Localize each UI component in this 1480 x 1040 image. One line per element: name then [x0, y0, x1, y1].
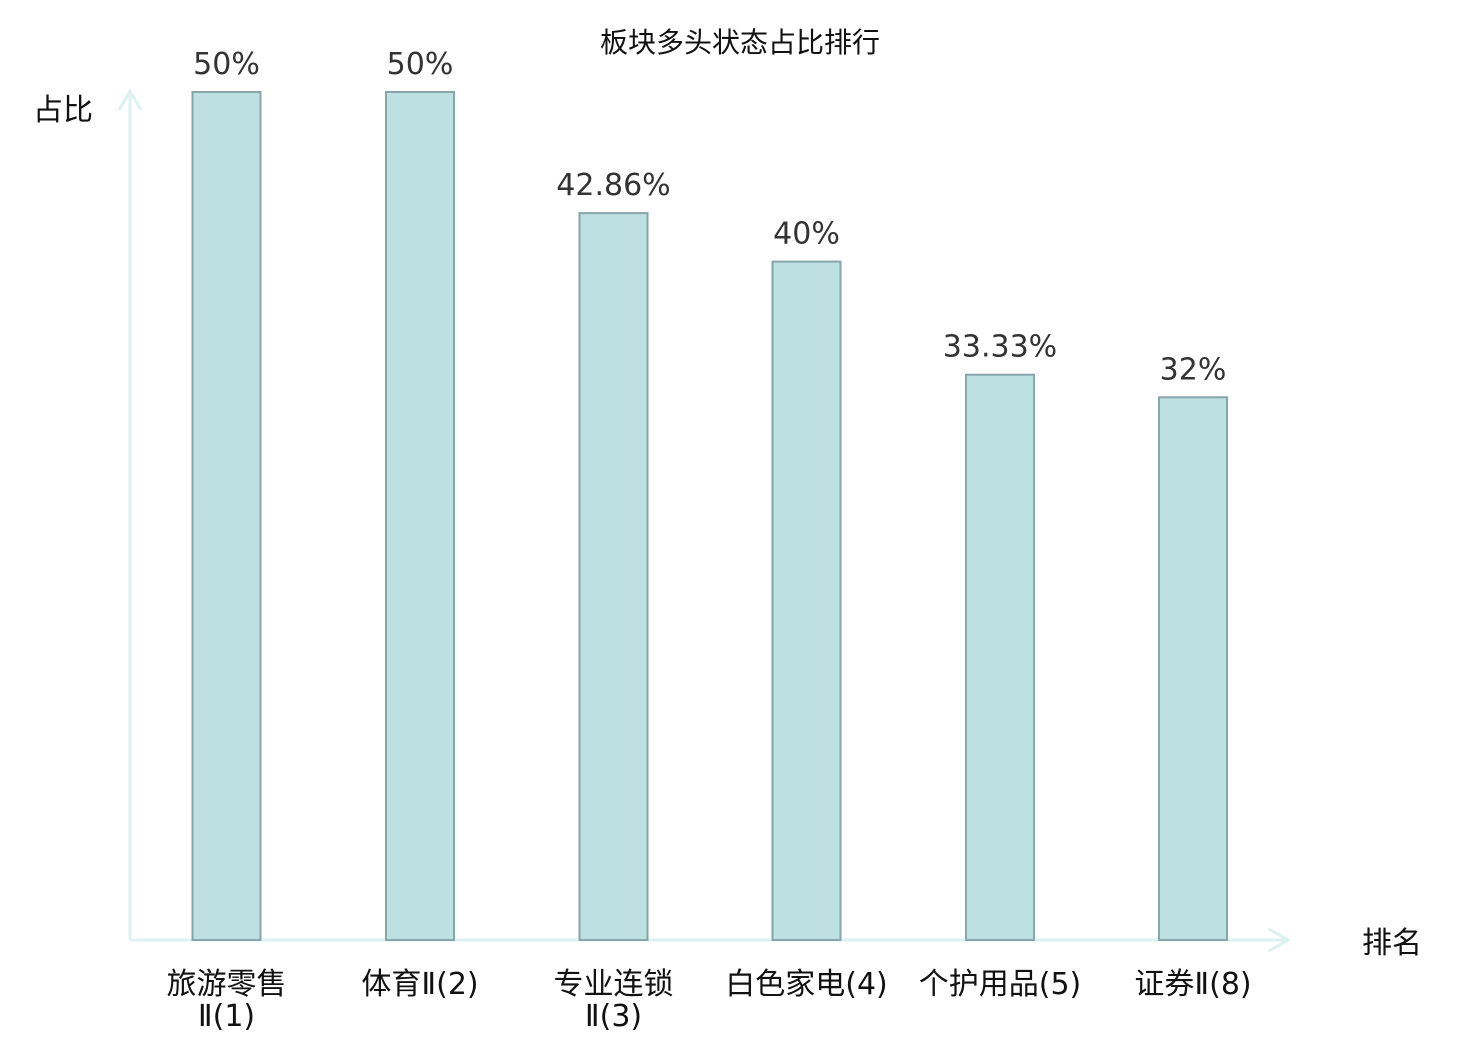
y-axis-arrow: [117, 88, 143, 111]
value-label: 33.33%: [943, 330, 1057, 365]
value-label: 40%: [773, 217, 840, 252]
value-label: 50%: [387, 47, 454, 82]
category-label: 旅游零售: [167, 967, 287, 1002]
category-label: 体育Ⅱ(2): [361, 967, 478, 1002]
x-axis-arrow: [1268, 927, 1291, 953]
bar: [771, 260, 842, 942]
value-label: 42.86%: [556, 168, 670, 203]
category-label: 个护用品(5): [919, 967, 1082, 1002]
bar: [1158, 396, 1228, 941]
bar: [578, 212, 649, 941]
bars-group: [191, 91, 1228, 942]
bar: [191, 91, 262, 941]
value-label: 50%: [193, 47, 260, 82]
y-axis-label: 占比: [33, 93, 93, 128]
category-label: 白色家电(4): [725, 967, 888, 1002]
bar: [965, 373, 1035, 941]
chart-title: 板块多头状态占比排行: [600, 26, 880, 59]
category-label: 专业连锁: [554, 967, 674, 1002]
bar: [385, 91, 455, 941]
x-axis-label: 排名: [1362, 926, 1422, 961]
value-labels-group: 50% 50% 42.86% 40% 33.33% 32%: [193, 47, 1226, 387]
category-label-highlighted: 证券Ⅱ(8): [1134, 967, 1251, 1002]
value-label: 32%: [1160, 352, 1227, 387]
category-label: Ⅱ(1): [198, 999, 255, 1034]
category-label: Ⅱ(3): [585, 999, 642, 1034]
